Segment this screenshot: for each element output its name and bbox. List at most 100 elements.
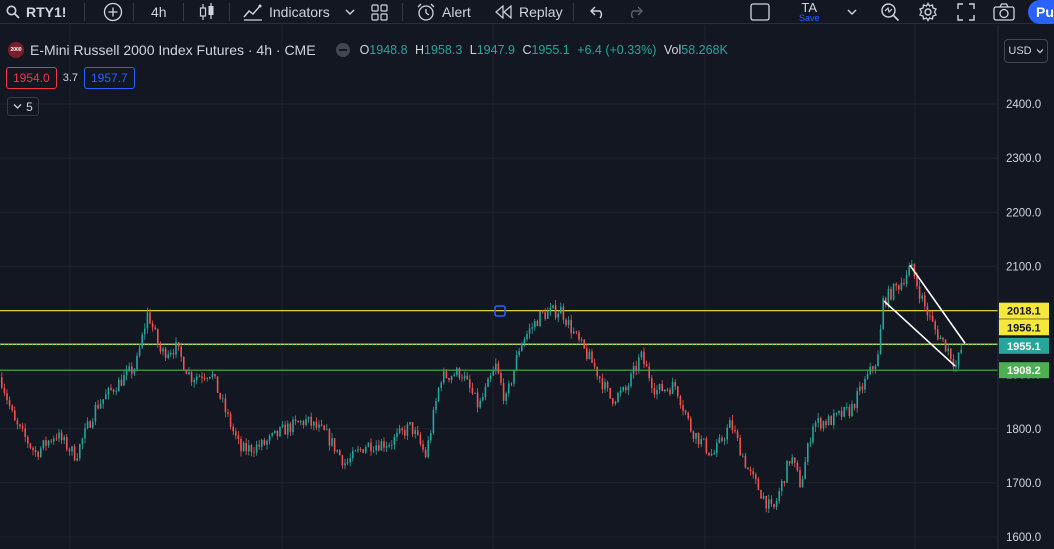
- layout-save-button[interactable]: TA Save: [799, 1, 820, 25]
- candle-body: [921, 295, 923, 299]
- price-tick-label: 1700.0: [1006, 478, 1041, 490]
- candle-body: [92, 421, 94, 428]
- candle-body: [638, 357, 640, 371]
- candle-body: [50, 440, 52, 442]
- alert-button[interactable]: Alert: [416, 0, 471, 24]
- candle-body: [235, 431, 237, 436]
- symbol-legend: 2000 E-Mini Russell 2000 Index Futures ·…: [8, 40, 728, 60]
- candle-body: [198, 376, 201, 378]
- compare-button[interactable]: [103, 0, 123, 24]
- candle-body: [445, 371, 448, 378]
- candle-body: [859, 386, 861, 392]
- candle-body: [378, 445, 380, 451]
- fullscreen-layout-button[interactable]: [750, 0, 770, 24]
- candle-body: [497, 363, 500, 374]
- candle-body: [222, 398, 224, 400]
- candle-body: [112, 389, 115, 392]
- candle-body: [531, 327, 533, 329]
- interval-label: 4h: [151, 4, 167, 20]
- snapshot-button[interactable]: [993, 0, 1015, 24]
- publish-button[interactable]: Pu: [1028, 0, 1054, 24]
- candle-body: [565, 319, 567, 325]
- settings-button[interactable]: [918, 0, 938, 24]
- open-value: 1948.8: [369, 43, 408, 57]
- candle-body: [708, 452, 710, 456]
- indicators-dropdown[interactable]: [345, 0, 355, 24]
- candle-body: [809, 442, 812, 444]
- symbol-title[interactable]: E-Mini Russell 2000 Index Futures · 4h ·…: [30, 42, 316, 58]
- fullscreen-button[interactable]: [957, 0, 975, 24]
- buy-price-button[interactable]: 1957.7: [84, 67, 135, 89]
- toolbar-divider: [573, 3, 574, 21]
- price-label-text: 1955.1: [1007, 341, 1041, 353]
- candle-body: [313, 421, 315, 426]
- candle-body: [40, 448, 42, 458]
- candle-body: [908, 266, 910, 275]
- sell-price-button[interactable]: 1954.0: [6, 67, 57, 89]
- interval-button[interactable]: 4h: [151, 0, 167, 24]
- candle-body: [502, 382, 505, 401]
- legend-toggle-icon[interactable]: [335, 43, 350, 57]
- candle-body: [45, 440, 47, 446]
- rewind-icon: [495, 5, 512, 19]
- indicators-button[interactable]: Indicators: [243, 0, 330, 24]
- candle-body: [666, 389, 669, 391]
- gear-icon: [919, 2, 937, 22]
- candle-body: [375, 445, 377, 451]
- redo-button[interactable]: [627, 0, 643, 24]
- candle-body: [94, 404, 97, 422]
- candle-body: [352, 450, 354, 459]
- candle-body: [768, 499, 770, 509]
- low-key: L: [469, 43, 477, 57]
- quote-boxes: 1954.0 3.7 1957.7: [6, 67, 135, 89]
- candle-body: [723, 439, 726, 441]
- candle-body: [851, 404, 853, 417]
- price-label-text: 2018.1: [1007, 306, 1041, 318]
- candle-body: [349, 458, 351, 463]
- candle-body: [29, 443, 32, 448]
- grid: [0, 25, 998, 549]
- candle-body: [892, 283, 895, 300]
- candle-body: [318, 424, 320, 428]
- candle-body: [240, 438, 242, 452]
- candle-body: [924, 295, 926, 307]
- candle-body: [682, 405, 684, 411]
- candle-body: [794, 457, 796, 463]
- candle-body: [266, 440, 268, 445]
- replay-button[interactable]: Replay: [495, 0, 563, 24]
- price-axis[interactable]: 2400.02300.02200.02100.01900.01800.01700…: [997, 25, 1041, 549]
- candle-body: [287, 423, 289, 435]
- candle-body: [575, 331, 578, 333]
- toolbar-divider: [183, 3, 184, 21]
- close-key: C: [522, 43, 532, 57]
- candle-body: [869, 366, 871, 375]
- layout-button[interactable]: [371, 0, 388, 24]
- layout-menu-button[interactable]: [847, 0, 857, 24]
- candle-body: [752, 471, 754, 475]
- candle-body: [640, 351, 643, 358]
- symbol-search[interactable]: RTY1!: [6, 0, 66, 24]
- line-handle[interactable]: [494, 305, 506, 317]
- price-chart[interactable]: 2400.02300.02200.02100.01900.01800.01700…: [0, 25, 1054, 549]
- candle-body: [76, 458, 78, 461]
- currency-select[interactable]: USD: [1004, 39, 1048, 63]
- quick-search-button[interactable]: [880, 0, 900, 24]
- candle-body: [476, 392, 479, 408]
- replay-label: Replay: [519, 4, 563, 20]
- candle-body: [645, 364, 648, 367]
- candle-body: [279, 427, 281, 437]
- candle-body: [159, 344, 162, 352]
- candle-body: [872, 366, 874, 369]
- candle-body: [674, 382, 676, 387]
- candle-body: [632, 365, 635, 374]
- candle-body: [479, 400, 481, 408]
- candle-body: [305, 418, 307, 426]
- wedge-drawing[interactable]: [883, 264, 966, 367]
- indicators-collapse-button[interactable]: 5: [7, 97, 39, 116]
- candle-body: [261, 439, 263, 447]
- candle-body: [461, 377, 463, 379]
- candle-body: [289, 423, 292, 433]
- chart-type-button[interactable]: [199, 0, 215, 24]
- candle-body: [97, 404, 99, 409]
- undo-button[interactable]: [590, 0, 606, 24]
